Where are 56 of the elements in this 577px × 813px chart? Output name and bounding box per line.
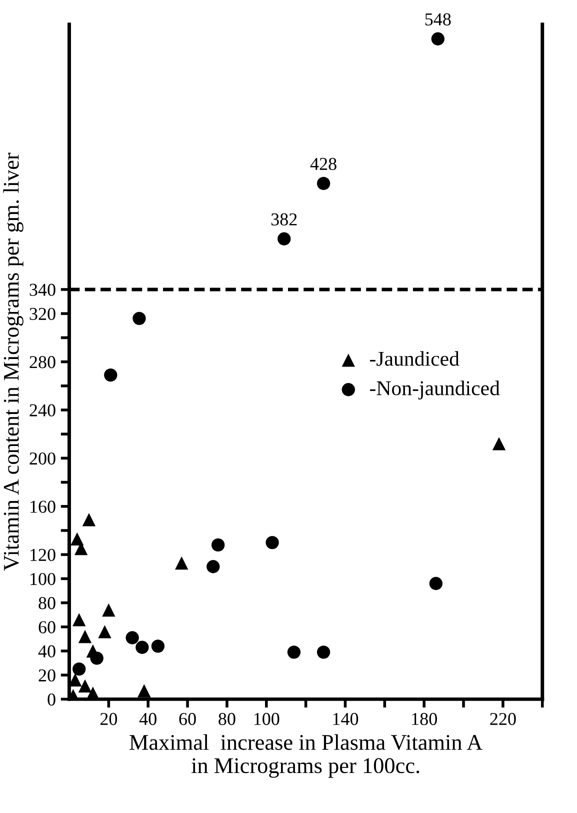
point [69, 673, 82, 686]
point [316, 176, 330, 190]
legend-label: -Jaundiced [370, 351, 460, 366]
x-tick-label: 60 [179, 712, 196, 726]
y-tick-label: 160 [30, 500, 56, 513]
y-tick-label: 200 [30, 452, 56, 465]
point [98, 625, 112, 638]
point [431, 32, 444, 46]
legend-label: -Non-jaundiced [370, 380, 500, 400]
point [72, 662, 86, 676]
point [211, 538, 225, 552]
point [86, 686, 100, 700]
point [104, 368, 118, 382]
y-tick-label: 80 [38, 597, 56, 610]
point [136, 640, 149, 654]
point [287, 646, 301, 659]
x-tick-label: 140 [333, 712, 358, 726]
point [138, 684, 151, 698]
y-tick-label: 120 [30, 548, 56, 562]
point [175, 556, 188, 570]
x-tick-label: 180 [412, 712, 437, 726]
y-tick-label: 100 [30, 572, 56, 586]
y-tick-label: 60 [38, 621, 56, 634]
point [206, 560, 220, 574]
point [132, 312, 146, 325]
point [316, 646, 330, 659]
x-axis-title: Maximal increase in Plasma Vitamin A in Micrograms per 100cc. [130, 734, 483, 778]
x-tick-label: 80 [218, 712, 236, 726]
y-tick-label: 240 [30, 404, 56, 416]
point [72, 613, 86, 626]
point [429, 576, 443, 590]
y-tick-label: 280 [30, 356, 56, 368]
point [78, 679, 92, 693]
y-axis-title: Vitamin A content in Micrograms per gm. liver [3, 152, 24, 571]
point [70, 532, 84, 546]
point [151, 640, 165, 653]
point [82, 513, 96, 526]
y-tick-label: 0 [48, 693, 56, 706]
y-tick-label: 320 [30, 308, 56, 320]
point [90, 652, 104, 665]
data-label: 382 [271, 213, 297, 226]
point [78, 630, 92, 644]
x-tick-label: 100 [254, 712, 280, 726]
y-tick-label: 20 [38, 669, 56, 682]
point [126, 631, 139, 644]
y-tick-label: 340 [30, 284, 56, 296]
x-tick-label: 40 [139, 712, 156, 726]
point [278, 232, 291, 246]
point [102, 603, 116, 617]
data-label: 428 [310, 158, 336, 170]
x-tick-label: 20 [100, 712, 118, 726]
x-tick-label: 220 [490, 712, 516, 726]
point [266, 536, 279, 550]
data-label: 548 [425, 13, 451, 26]
y-tick-label: 40 [38, 645, 56, 658]
point [492, 437, 506, 450]
